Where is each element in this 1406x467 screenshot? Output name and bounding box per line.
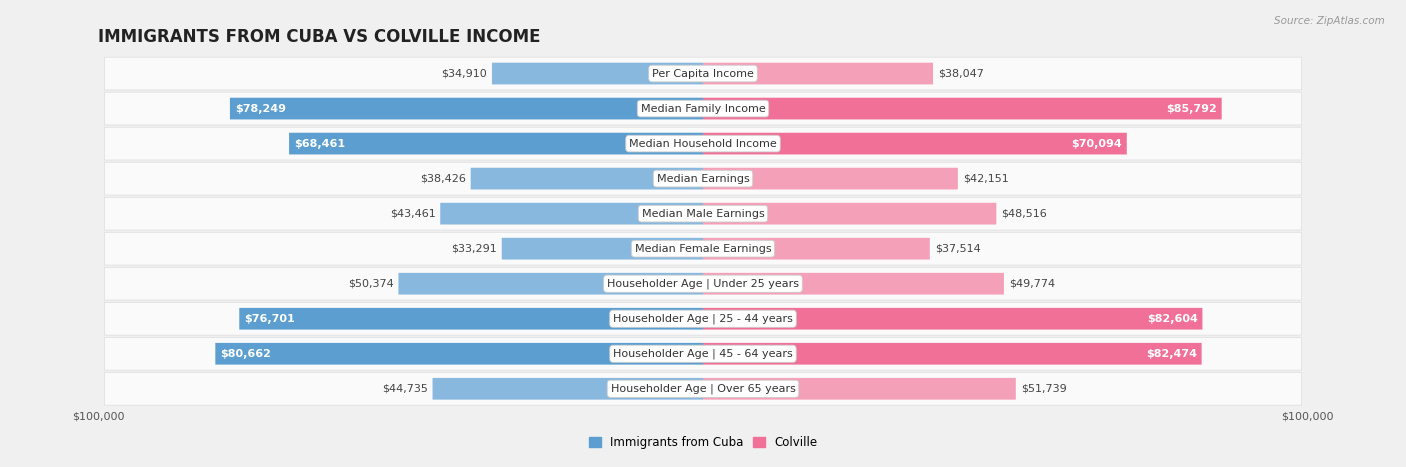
Text: $78,249: $78,249 bbox=[235, 104, 285, 113]
FancyBboxPatch shape bbox=[104, 232, 1302, 265]
FancyBboxPatch shape bbox=[433, 378, 703, 400]
Text: Per Capita Income: Per Capita Income bbox=[652, 69, 754, 78]
FancyBboxPatch shape bbox=[703, 98, 1222, 120]
FancyBboxPatch shape bbox=[703, 238, 929, 260]
Text: Householder Age | Under 25 years: Householder Age | Under 25 years bbox=[607, 278, 799, 289]
Text: Householder Age | Over 65 years: Householder Age | Over 65 years bbox=[610, 383, 796, 394]
Text: $70,094: $70,094 bbox=[1071, 139, 1122, 149]
FancyBboxPatch shape bbox=[703, 273, 1004, 295]
Text: Householder Age | 45 - 64 years: Householder Age | 45 - 64 years bbox=[613, 348, 793, 359]
FancyBboxPatch shape bbox=[104, 57, 1302, 90]
Text: $82,474: $82,474 bbox=[1146, 349, 1197, 359]
FancyBboxPatch shape bbox=[104, 197, 1302, 230]
Text: Median Male Earnings: Median Male Earnings bbox=[641, 209, 765, 219]
Text: $49,774: $49,774 bbox=[1008, 279, 1054, 289]
Text: $34,910: $34,910 bbox=[441, 69, 486, 78]
FancyBboxPatch shape bbox=[703, 308, 1202, 330]
FancyBboxPatch shape bbox=[703, 168, 957, 190]
FancyBboxPatch shape bbox=[703, 343, 1202, 365]
Text: Householder Age | 25 - 44 years: Householder Age | 25 - 44 years bbox=[613, 313, 793, 324]
Text: $82,604: $82,604 bbox=[1147, 314, 1198, 324]
Text: $68,461: $68,461 bbox=[294, 139, 344, 149]
Text: $44,735: $44,735 bbox=[382, 384, 427, 394]
Text: $85,792: $85,792 bbox=[1166, 104, 1216, 113]
FancyBboxPatch shape bbox=[104, 92, 1302, 125]
Text: $51,739: $51,739 bbox=[1021, 384, 1066, 394]
FancyBboxPatch shape bbox=[104, 267, 1302, 300]
Text: IMMIGRANTS FROM CUBA VS COLVILLE INCOME: IMMIGRANTS FROM CUBA VS COLVILLE INCOME bbox=[98, 28, 541, 46]
FancyBboxPatch shape bbox=[215, 343, 703, 365]
Text: $37,514: $37,514 bbox=[935, 244, 980, 254]
FancyBboxPatch shape bbox=[703, 378, 1015, 400]
Text: $38,047: $38,047 bbox=[938, 69, 984, 78]
Text: $43,461: $43,461 bbox=[389, 209, 436, 219]
FancyBboxPatch shape bbox=[104, 302, 1302, 335]
FancyBboxPatch shape bbox=[703, 133, 1126, 155]
Text: Median Household Income: Median Household Income bbox=[628, 139, 778, 149]
Text: $80,662: $80,662 bbox=[221, 349, 271, 359]
FancyBboxPatch shape bbox=[104, 372, 1302, 405]
FancyBboxPatch shape bbox=[440, 203, 703, 225]
FancyBboxPatch shape bbox=[502, 238, 703, 260]
Text: $76,701: $76,701 bbox=[245, 314, 295, 324]
Text: $38,426: $38,426 bbox=[420, 174, 465, 184]
Text: Median Family Income: Median Family Income bbox=[641, 104, 765, 113]
Text: $48,516: $48,516 bbox=[1001, 209, 1047, 219]
FancyBboxPatch shape bbox=[290, 133, 703, 155]
FancyBboxPatch shape bbox=[239, 308, 703, 330]
FancyBboxPatch shape bbox=[492, 63, 703, 85]
FancyBboxPatch shape bbox=[231, 98, 703, 120]
FancyBboxPatch shape bbox=[104, 127, 1302, 160]
FancyBboxPatch shape bbox=[104, 162, 1302, 195]
FancyBboxPatch shape bbox=[703, 203, 997, 225]
FancyBboxPatch shape bbox=[471, 168, 703, 190]
Legend: Immigrants from Cuba, Colville: Immigrants from Cuba, Colville bbox=[589, 437, 817, 449]
Text: Source: ZipAtlas.com: Source: ZipAtlas.com bbox=[1274, 16, 1385, 26]
Text: $42,151: $42,151 bbox=[963, 174, 1008, 184]
Text: $33,291: $33,291 bbox=[451, 244, 496, 254]
Text: Median Earnings: Median Earnings bbox=[657, 174, 749, 184]
Text: $50,374: $50,374 bbox=[347, 279, 394, 289]
FancyBboxPatch shape bbox=[703, 63, 934, 85]
FancyBboxPatch shape bbox=[398, 273, 703, 295]
FancyBboxPatch shape bbox=[104, 337, 1302, 370]
Text: Median Female Earnings: Median Female Earnings bbox=[634, 244, 772, 254]
